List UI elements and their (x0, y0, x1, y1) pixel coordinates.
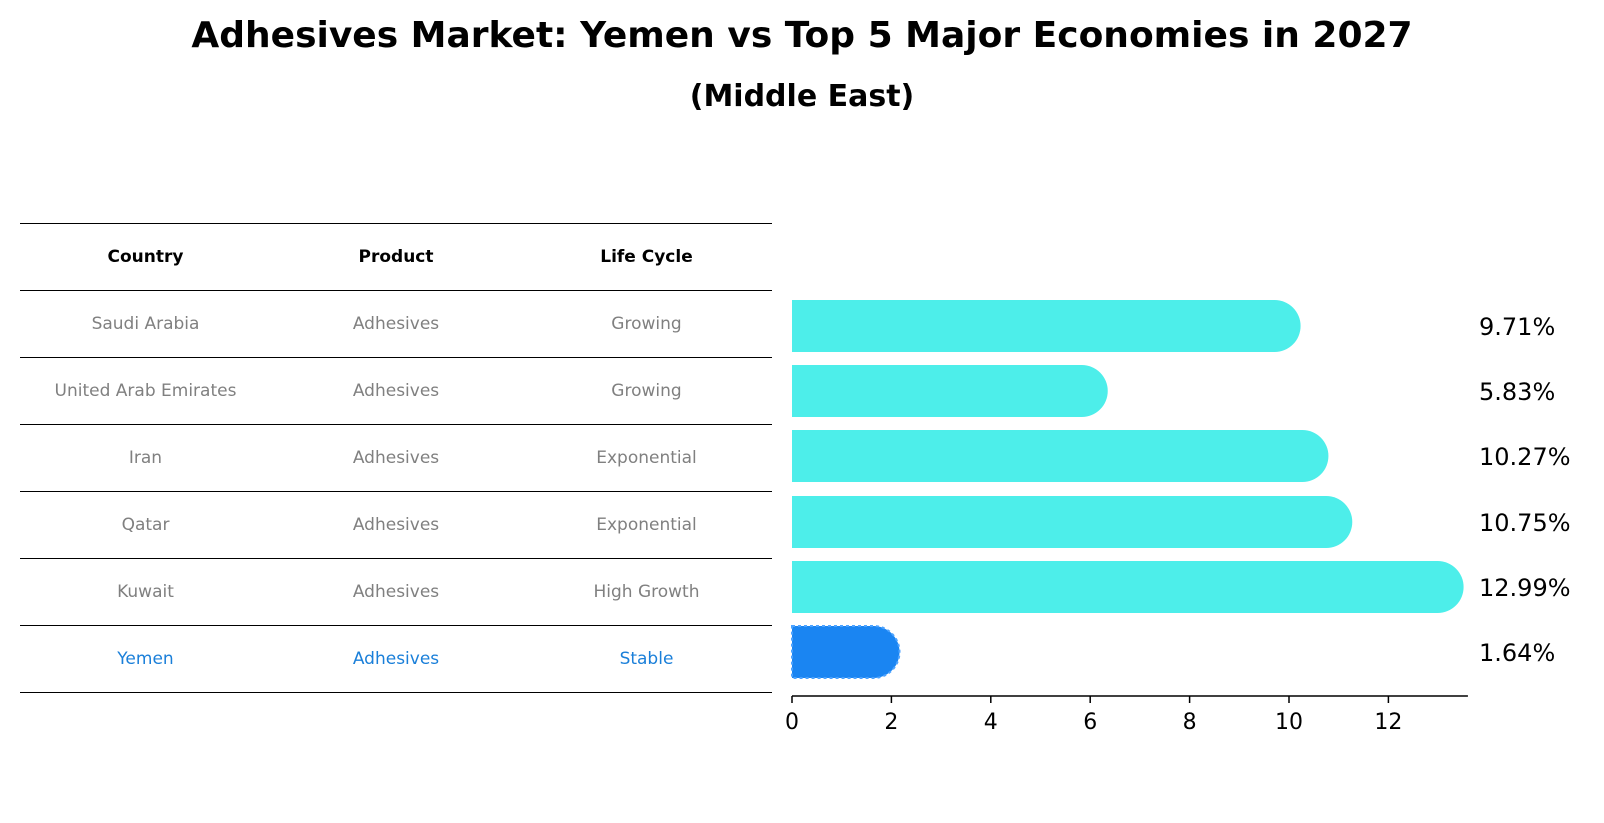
table-header-row: Country Product Life Cycle (20, 223, 772, 290)
cell-life-cycle: Exponential (596, 448, 697, 468)
value-label: 5.83% (1479, 378, 1555, 406)
chart-subtitle: (Middle East) (689, 79, 915, 114)
cell-product: Adhesives (352, 582, 440, 602)
value-label: 1.64% (1479, 639, 1555, 667)
cell-country: Iran (128, 448, 163, 468)
column-header-life-cycle: Life Cycle (600, 247, 693, 267)
x-tick-label: 8 (1183, 710, 1197, 735)
cell-life-cycle: Exponential (596, 515, 697, 535)
x-tick-label: 12 (1374, 710, 1402, 735)
table-row: Saudi Arabia Adhesives Growing (20, 290, 772, 357)
table-row-highlighted: Yemen Adhesives Stable (20, 625, 772, 693)
value-label: 10.75% (1479, 509, 1571, 537)
value-label: 12.99% (1479, 574, 1571, 602)
cell-life-cycle: High Growth (593, 582, 700, 602)
bar (792, 496, 1353, 548)
cell-country: United Arab Emirates (54, 381, 237, 401)
data-table: Country Product Life Cycle Saudi Arabia … (20, 223, 772, 693)
x-tick-label: 0 (785, 710, 799, 735)
cell-country: Kuwait (117, 582, 174, 602)
table-row: United Arab Emirates Adhesives Growing (20, 357, 772, 424)
cell-product: Adhesives (352, 515, 440, 535)
x-tick-label: 6 (1083, 710, 1097, 735)
cell-life-cycle: Growing (611, 381, 682, 401)
cell-country: Saudi Arabia (91, 314, 200, 334)
cell-product: Adhesives (352, 448, 440, 468)
bar-highlighted (791, 625, 901, 679)
value-label: 10.27% (1479, 443, 1571, 471)
bar (792, 300, 1301, 352)
cell-country: Qatar (121, 515, 170, 535)
cell-product: Adhesives (352, 314, 440, 334)
cell-life-cycle: Stable (619, 649, 674, 669)
x-tick-label: 4 (984, 710, 998, 735)
table-row: Kuwait Adhesives High Growth (20, 558, 772, 625)
chart-title: Adhesives Market: Yemen vs Top 5 Major E… (191, 15, 1413, 56)
column-header-product: Product (358, 247, 434, 267)
bar (792, 365, 1108, 417)
cell-product: Adhesives (352, 649, 440, 669)
bar (792, 561, 1464, 613)
x-tick-label: 2 (884, 710, 898, 735)
bar (792, 430, 1329, 482)
column-header-country: Country (107, 247, 184, 267)
table-row: Qatar Adhesives Exponential (20, 491, 772, 558)
cell-life-cycle: Growing (611, 314, 682, 334)
value-label: 9.71% (1479, 313, 1555, 341)
cell-country: Yemen (117, 649, 174, 669)
table-row: Iran Adhesives Exponential (20, 424, 772, 491)
x-tick-label: 10 (1275, 710, 1303, 735)
cell-product: Adhesives (352, 381, 440, 401)
